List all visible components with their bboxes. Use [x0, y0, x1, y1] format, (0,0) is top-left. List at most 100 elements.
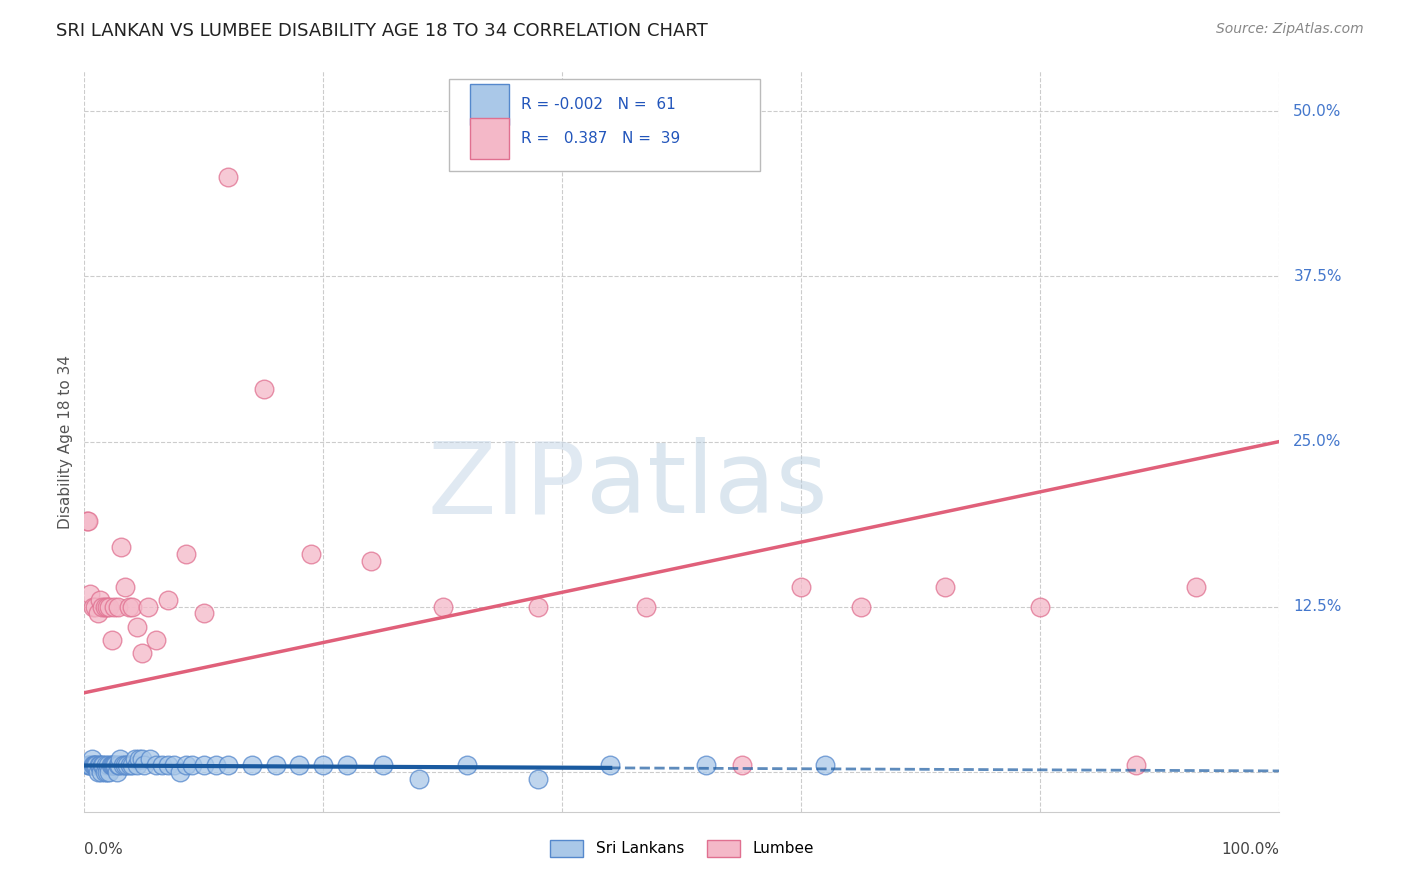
Point — [814, 758, 837, 772]
Point — [336, 758, 359, 772]
Point — [288, 758, 311, 772]
Point — [96, 765, 118, 780]
Point — [94, 758, 117, 772]
Point — [121, 758, 143, 772]
Bar — [471, 118, 509, 159]
Point — [527, 599, 550, 614]
Point — [93, 765, 115, 780]
Text: 25.0%: 25.0% — [1294, 434, 1341, 449]
Point — [253, 382, 276, 396]
Text: atlas: atlas — [586, 437, 828, 534]
Point — [93, 758, 115, 772]
Point — [86, 758, 108, 772]
Point — [124, 752, 146, 766]
Point — [86, 765, 108, 780]
Point — [111, 758, 134, 772]
Point — [145, 632, 167, 647]
Point — [599, 758, 621, 772]
Point — [132, 758, 156, 772]
Point — [136, 599, 159, 614]
Point — [150, 758, 173, 772]
Point — [98, 599, 121, 614]
Point — [117, 758, 139, 772]
FancyBboxPatch shape — [449, 78, 759, 171]
Point — [79, 758, 101, 772]
Point — [125, 758, 148, 772]
Point — [527, 772, 550, 786]
Point — [93, 599, 115, 614]
Point — [139, 752, 162, 766]
Point — [301, 547, 323, 561]
Point — [100, 758, 122, 772]
Point — [1185, 580, 1208, 594]
Point — [360, 553, 382, 567]
Point — [77, 758, 100, 772]
Point — [157, 758, 180, 772]
Point — [101, 758, 124, 772]
Point — [131, 752, 153, 766]
Point — [84, 758, 107, 772]
Point — [217, 170, 239, 185]
Point — [89, 593, 111, 607]
Point — [193, 758, 215, 772]
Point — [456, 758, 478, 772]
Point — [83, 758, 105, 772]
Point — [98, 765, 121, 780]
Point — [97, 758, 120, 772]
Point — [114, 758, 136, 772]
Point — [790, 580, 813, 594]
Point — [76, 514, 98, 528]
Text: SRI LANKAN VS LUMBEE DISABILITY AGE 18 TO 34 CORRELATION CHART: SRI LANKAN VS LUMBEE DISABILITY AGE 18 T… — [56, 22, 709, 40]
Text: R = -0.002   N =  61: R = -0.002 N = 61 — [520, 97, 675, 112]
Point — [240, 758, 263, 772]
Point — [1125, 758, 1147, 772]
Point — [174, 758, 197, 772]
Point — [174, 547, 197, 561]
Point — [108, 758, 131, 772]
Point — [312, 758, 335, 772]
Legend: Sri Lankans, Lumbee: Sri Lankans, Lumbee — [544, 833, 820, 863]
Point — [217, 758, 239, 772]
Point — [145, 758, 167, 772]
Point — [1029, 599, 1052, 614]
Bar — [471, 84, 509, 125]
Text: 12.5%: 12.5% — [1294, 599, 1341, 615]
Text: ZIP: ZIP — [427, 437, 586, 534]
Point — [114, 580, 136, 594]
Point — [96, 599, 118, 614]
Point — [84, 599, 107, 614]
Point — [157, 593, 180, 607]
Point — [373, 758, 395, 772]
Point — [87, 758, 110, 772]
Text: Source: ZipAtlas.com: Source: ZipAtlas.com — [1216, 22, 1364, 37]
Point — [432, 599, 454, 614]
Point — [82, 599, 104, 614]
Text: R =   0.387   N =  39: R = 0.387 N = 39 — [520, 131, 681, 146]
Point — [131, 646, 153, 660]
Point — [110, 752, 132, 766]
Point — [121, 599, 143, 614]
Text: 0.0%: 0.0% — [84, 842, 124, 857]
Point — [695, 758, 717, 772]
Y-axis label: Disability Age 18 to 34: Disability Age 18 to 34 — [58, 354, 73, 529]
Text: 100.0%: 100.0% — [1222, 842, 1279, 857]
Point — [77, 758, 100, 772]
Point — [77, 514, 100, 528]
Point — [117, 599, 139, 614]
Point — [934, 580, 956, 594]
Point — [103, 758, 125, 772]
Point — [107, 758, 129, 772]
Point — [636, 599, 658, 614]
Point — [193, 607, 215, 621]
Point — [82, 758, 104, 772]
Point — [107, 599, 129, 614]
Point — [103, 599, 125, 614]
Point — [80, 752, 103, 766]
Point — [163, 758, 186, 772]
Text: 50.0%: 50.0% — [1294, 103, 1341, 119]
Point — [205, 758, 228, 772]
Point — [118, 758, 141, 772]
Point — [169, 765, 191, 780]
Point — [181, 758, 204, 772]
Point — [79, 586, 101, 600]
